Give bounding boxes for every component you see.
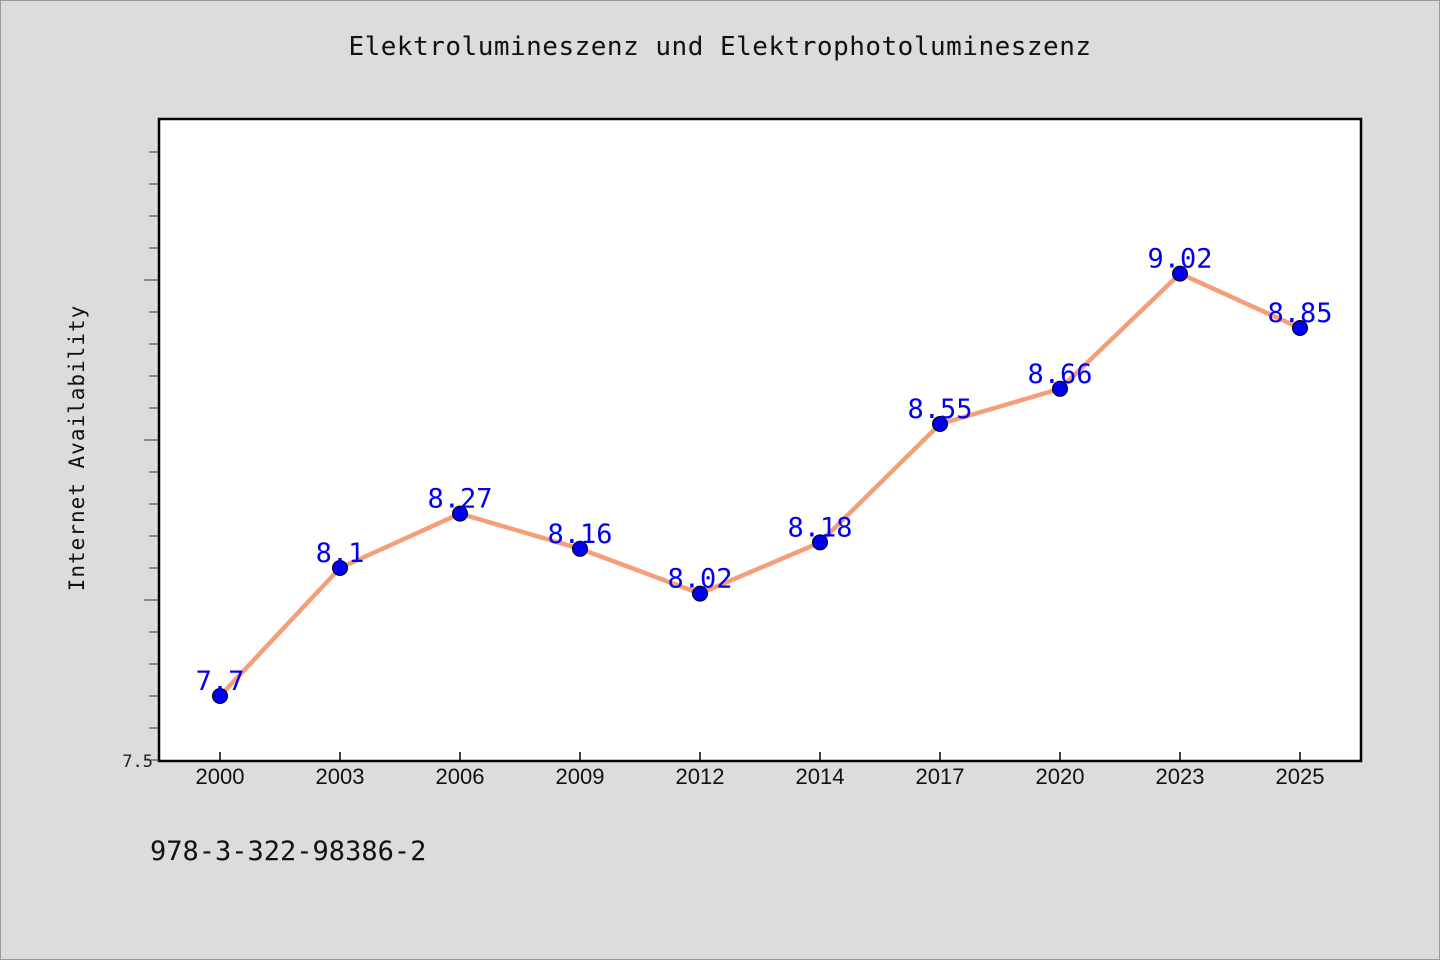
data-point [1052, 380, 1068, 397]
x-tick-label: 2014 [796, 764, 845, 789]
chart-title: Elektrolumineszenz und Elektrophotolumin… [348, 32, 1092, 62]
x-tick-label: 2017 [916, 764, 965, 789]
x-axis-ticks: 2000 2003 2006 2009 2012 2014 2017 2020 2023 2025 [196, 752, 1325, 789]
data-label: 8.18 [787, 512, 852, 543]
data-label: 8.85 [1267, 298, 1332, 329]
x-tick-label: 2020 [1036, 764, 1085, 789]
series-line [217, 271, 1303, 699]
data-label: 8.66 [1027, 359, 1092, 390]
data-point [572, 540, 588, 557]
x-tick-label: 2003 [316, 764, 365, 789]
data-point [1172, 265, 1188, 282]
data-label: 8.02 [667, 564, 732, 595]
x-tick-label: 2000 [196, 764, 245, 789]
data-point [692, 585, 708, 602]
data-point [1292, 320, 1308, 336]
series-layer [212, 265, 1308, 704]
data-label: 8.1 [316, 538, 365, 569]
data-label: 9.02 [1147, 244, 1212, 275]
data-point [332, 560, 348, 576]
data-label: 8.27 [427, 484, 492, 515]
footer-code: 978-3-322-98386-2 [150, 836, 427, 867]
data-point [452, 505, 468, 522]
x-tick-label: 2006 [436, 764, 485, 789]
y-axis-ticks: 7.5 [122, 151, 159, 772]
y-tick-label: 7.5 [122, 752, 153, 772]
x-tick-label: 2012 [676, 764, 725, 789]
data-point [212, 688, 228, 704]
data-label: 8.55 [907, 394, 972, 425]
data-point [932, 416, 948, 432]
data-label: 7.7 [196, 666, 245, 697]
plot-area [157, 117, 1363, 763]
data-label: 8.16 [547, 519, 612, 550]
x-tick-label: 2009 [556, 764, 605, 789]
data-point [812, 534, 828, 551]
x-tick-label: 2023 [1156, 764, 1205, 789]
data-labels: 7.7 8.1 8.27 8.16 8.02 8.18 8.55 8.66 9.02 8.85 [196, 244, 1333, 697]
x-tick-label: 2025 [1276, 764, 1325, 789]
